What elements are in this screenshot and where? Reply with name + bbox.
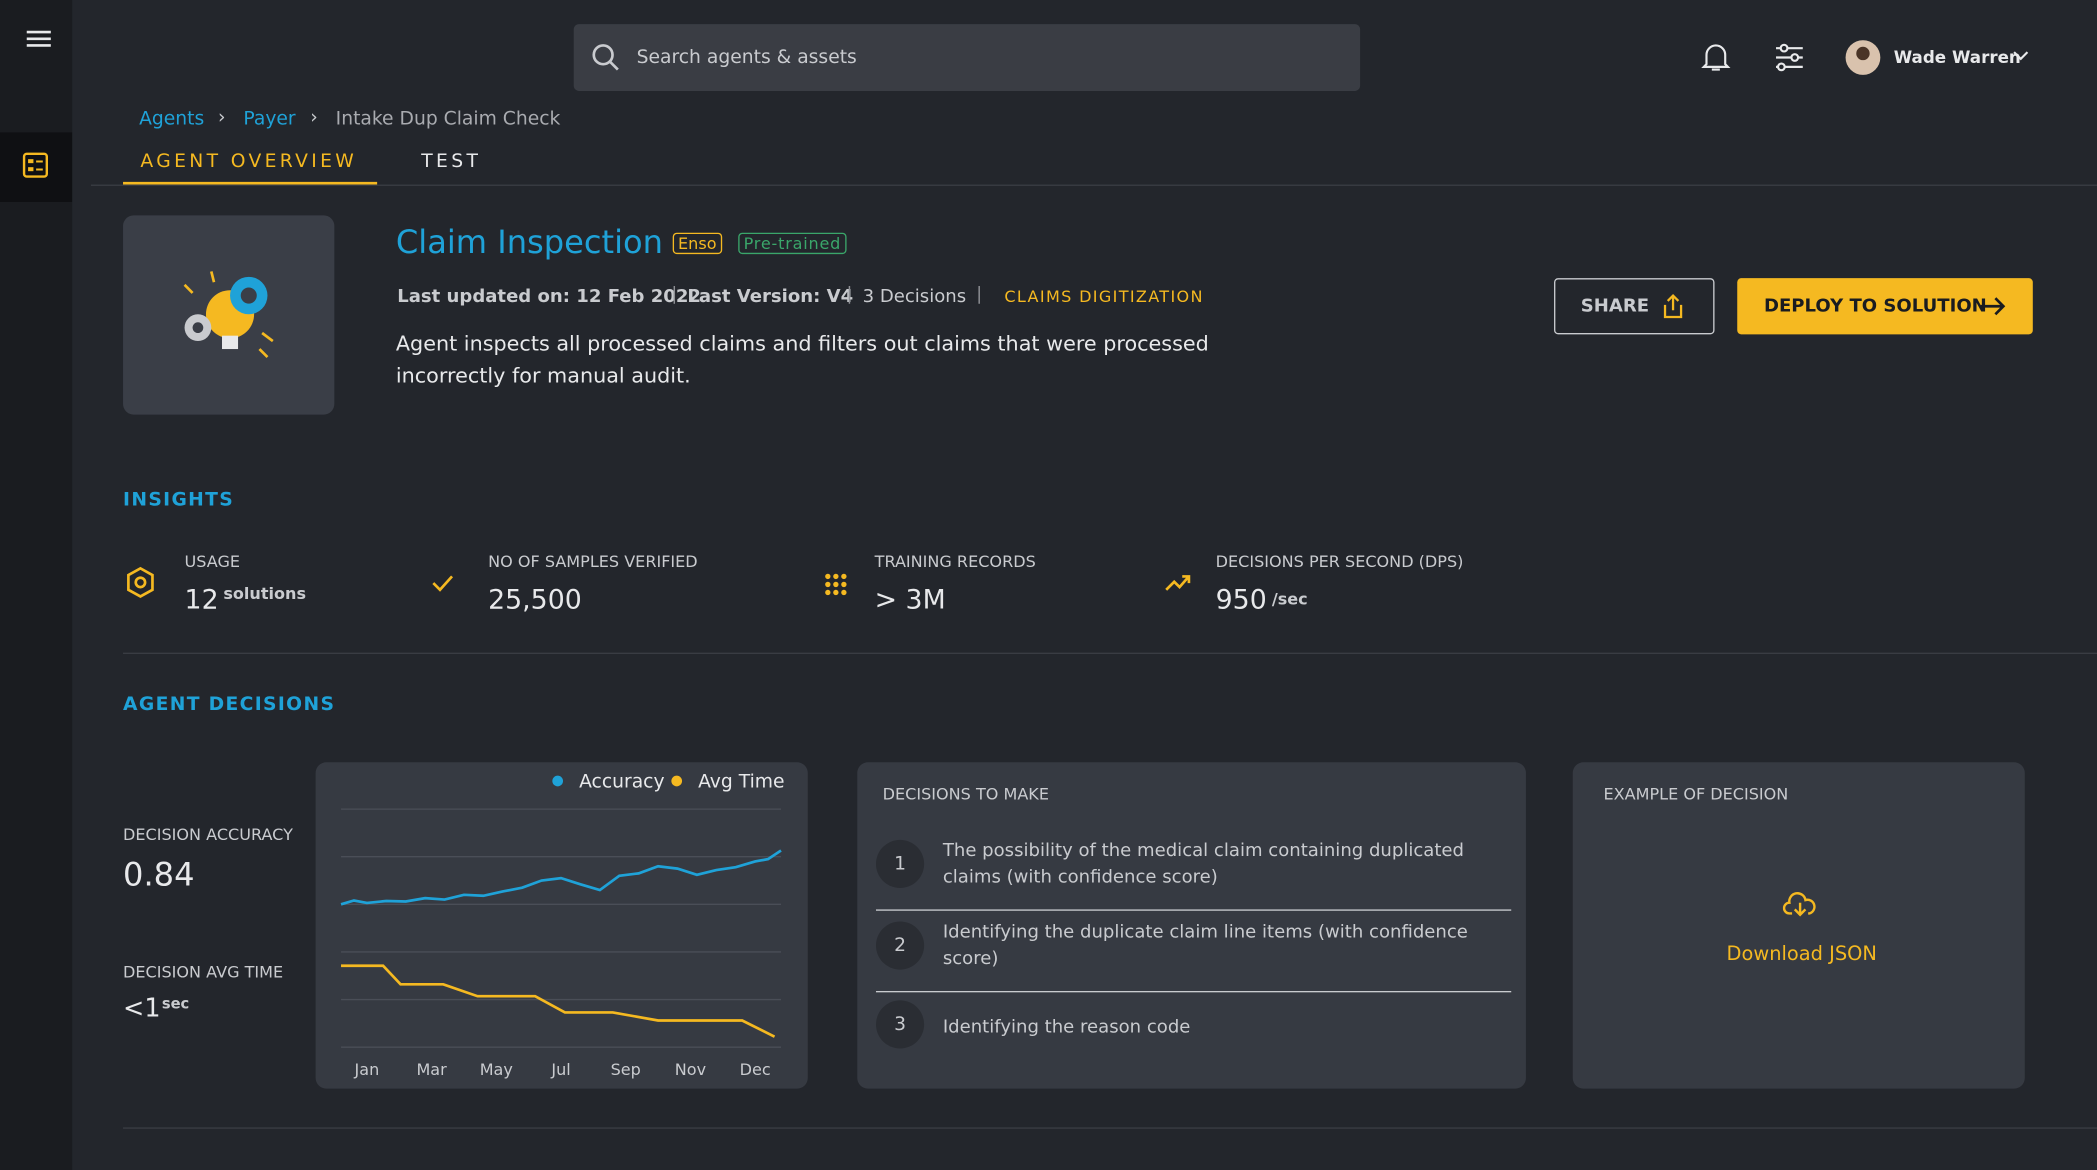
legend-swatch — [552, 775, 564, 787]
line-series — [341, 964, 776, 1038]
section-title: AGENT DECISIONS — [123, 694, 336, 716]
search-icon — [592, 44, 619, 71]
arrow-icon — [1980, 297, 2006, 316]
metric-value: <1 — [123, 993, 161, 1024]
x-tick-label: Mar — [416, 1060, 447, 1079]
x-tick-label: May — [480, 1060, 514, 1079]
metric-value: 0.84 — [123, 855, 195, 894]
legend-label: Accuracy — [579, 772, 664, 793]
decision-text: Identifying the duplicate claim line ite… — [942, 921, 1468, 970]
metric-label: DECISION AVG TIME — [123, 962, 284, 982]
decision-number: 1 — [875, 839, 925, 889]
agent-icon — [183, 271, 274, 359]
menu-icon[interactable] — [26, 30, 51, 47]
insight-unit: solutions — [223, 584, 307, 604]
tab-active[interactable]: AGENT OVERVIEW — [140, 151, 358, 173]
sep: | — [976, 284, 983, 305]
breadcrumb-link[interactable]: Agents — [139, 108, 205, 130]
insight-value: 12 — [184, 583, 219, 616]
user-name: Wade Warren — [1893, 46, 2021, 67]
insight-label: NO OF SAMPLES VERIFIED — [488, 552, 698, 572]
insight-unit: /sec — [1271, 589, 1308, 609]
breadcrumb-link[interactable]: Payer — [243, 108, 296, 130]
insight-label: TRAINING RECORDS — [874, 552, 1036, 572]
divider — [123, 1127, 2097, 1129]
download-link[interactable]: Download JSON — [1726, 944, 1877, 966]
badge: Enso — [672, 232, 722, 255]
legend-swatch — [671, 775, 683, 787]
agent-icon-box — [123, 215, 335, 415]
share-label: SHARE — [1580, 295, 1650, 317]
search-bar[interactable]: Search agents & assets — [573, 24, 1361, 91]
filter-icon[interactable] — [1776, 43, 1803, 72]
divider — [123, 652, 2097, 654]
sep: | — [846, 284, 853, 305]
chart-card: Jan Mar May Jul Sep Nov Dec Accuracy Avg Time — [315, 762, 808, 1089]
divider — [90, 184, 2097, 186]
insight-value: 950 — [1215, 583, 1267, 616]
cloud-icon — [1782, 892, 1816, 917]
breadcrumb-sep: › — [217, 106, 226, 129]
breadcrumb-current: Intake Dup Claim Check — [335, 108, 561, 130]
chart: Jan Mar May Jul Sep Nov Dec Accuracy Avg Time — [340, 772, 785, 1079]
decision-count: 3 Decisions — [862, 286, 967, 308]
x-tick-label: Sep — [611, 1060, 641, 1079]
x-tick-label: Dec — [740, 1060, 771, 1079]
example-card: EXAMPLE OF DECISION Download JSON — [1572, 762, 2025, 1089]
decisions-card: DECISIONS TO MAKE 1 The possibility of th… — [857, 762, 1526, 1089]
x-tick-label: Jan — [354, 1060, 380, 1079]
section-title: INSIGHTS — [123, 489, 235, 511]
nav-icon — [22, 152, 49, 178]
insight-value: 25,500 — [488, 583, 582, 616]
x-tick-label: Nov — [675, 1060, 707, 1079]
badge: Pre-trained — [738, 232, 847, 255]
category: CLAIMS DIGITIZATION — [1004, 287, 1204, 307]
share-icon — [1663, 293, 1683, 319]
deploy-label: DEPLOY TO SOLUTION — [1763, 295, 1987, 317]
decision-number: 3 — [875, 1000, 925, 1049]
decision-item: 3 Identifying the reason code — [875, 990, 1511, 1070]
share-button[interactable]: SHARE — [1554, 278, 1715, 335]
sep: | — [671, 284, 678, 305]
legend-label: Avg Time — [698, 772, 784, 793]
deploy-button[interactable]: DEPLOY TO SOLUTION — [1737, 278, 2033, 335]
decision-text: Identifying the reason code — [942, 1016, 1191, 1038]
last-updated: Last updated on: 12 Feb 2022 — [397, 286, 702, 308]
header-icons — [1701, 40, 2029, 75]
line-series — [340, 849, 782, 906]
sidebar-icons — [0, 30, 73, 202]
breadcrumb-sep: › — [310, 106, 318, 129]
insight-icons — [127, 566, 1191, 598]
bell-icon[interactable] — [1701, 44, 1731, 71]
user-dropdown[interactable] — [2013, 51, 2029, 61]
agent-title: Claim Inspection — [395, 223, 664, 261]
search-placeholder: Search agents & assets — [636, 46, 857, 69]
metric-unit: sec — [161, 995, 190, 1013]
description: Agent inspects all processed claims and … — [395, 331, 1209, 388]
x-tick-label: Jul — [550, 1060, 570, 1079]
insight-value: > 3M — [874, 583, 946, 616]
insight-label: USAGE — [184, 552, 241, 572]
tab[interactable]: TEST — [421, 151, 482, 173]
card-title: EXAMPLE OF DECISION — [1603, 785, 1789, 804]
decision-number: 2 — [875, 921, 925, 970]
decision-text: The possibility of the medical claim con… — [942, 839, 1465, 889]
last-version: Last Version: V4 — [687, 286, 854, 308]
tab-underline — [123, 181, 378, 185]
decision-item: 1 The possibility of the medical claim co… — [875, 829, 1512, 911]
sidebar — [0, 0, 73, 1170]
metric-label: DECISION ACCURACY — [123, 825, 293, 844]
decision-item: 2 Identifying the duplicate claim line it… — [875, 911, 1512, 993]
card-title: DECISIONS TO MAKE — [882, 785, 1049, 804]
active-nav[interactable] — [0, 132, 73, 202]
insight-label: DECISIONS PER SECOND (DPS) — [1215, 552, 1464, 572]
